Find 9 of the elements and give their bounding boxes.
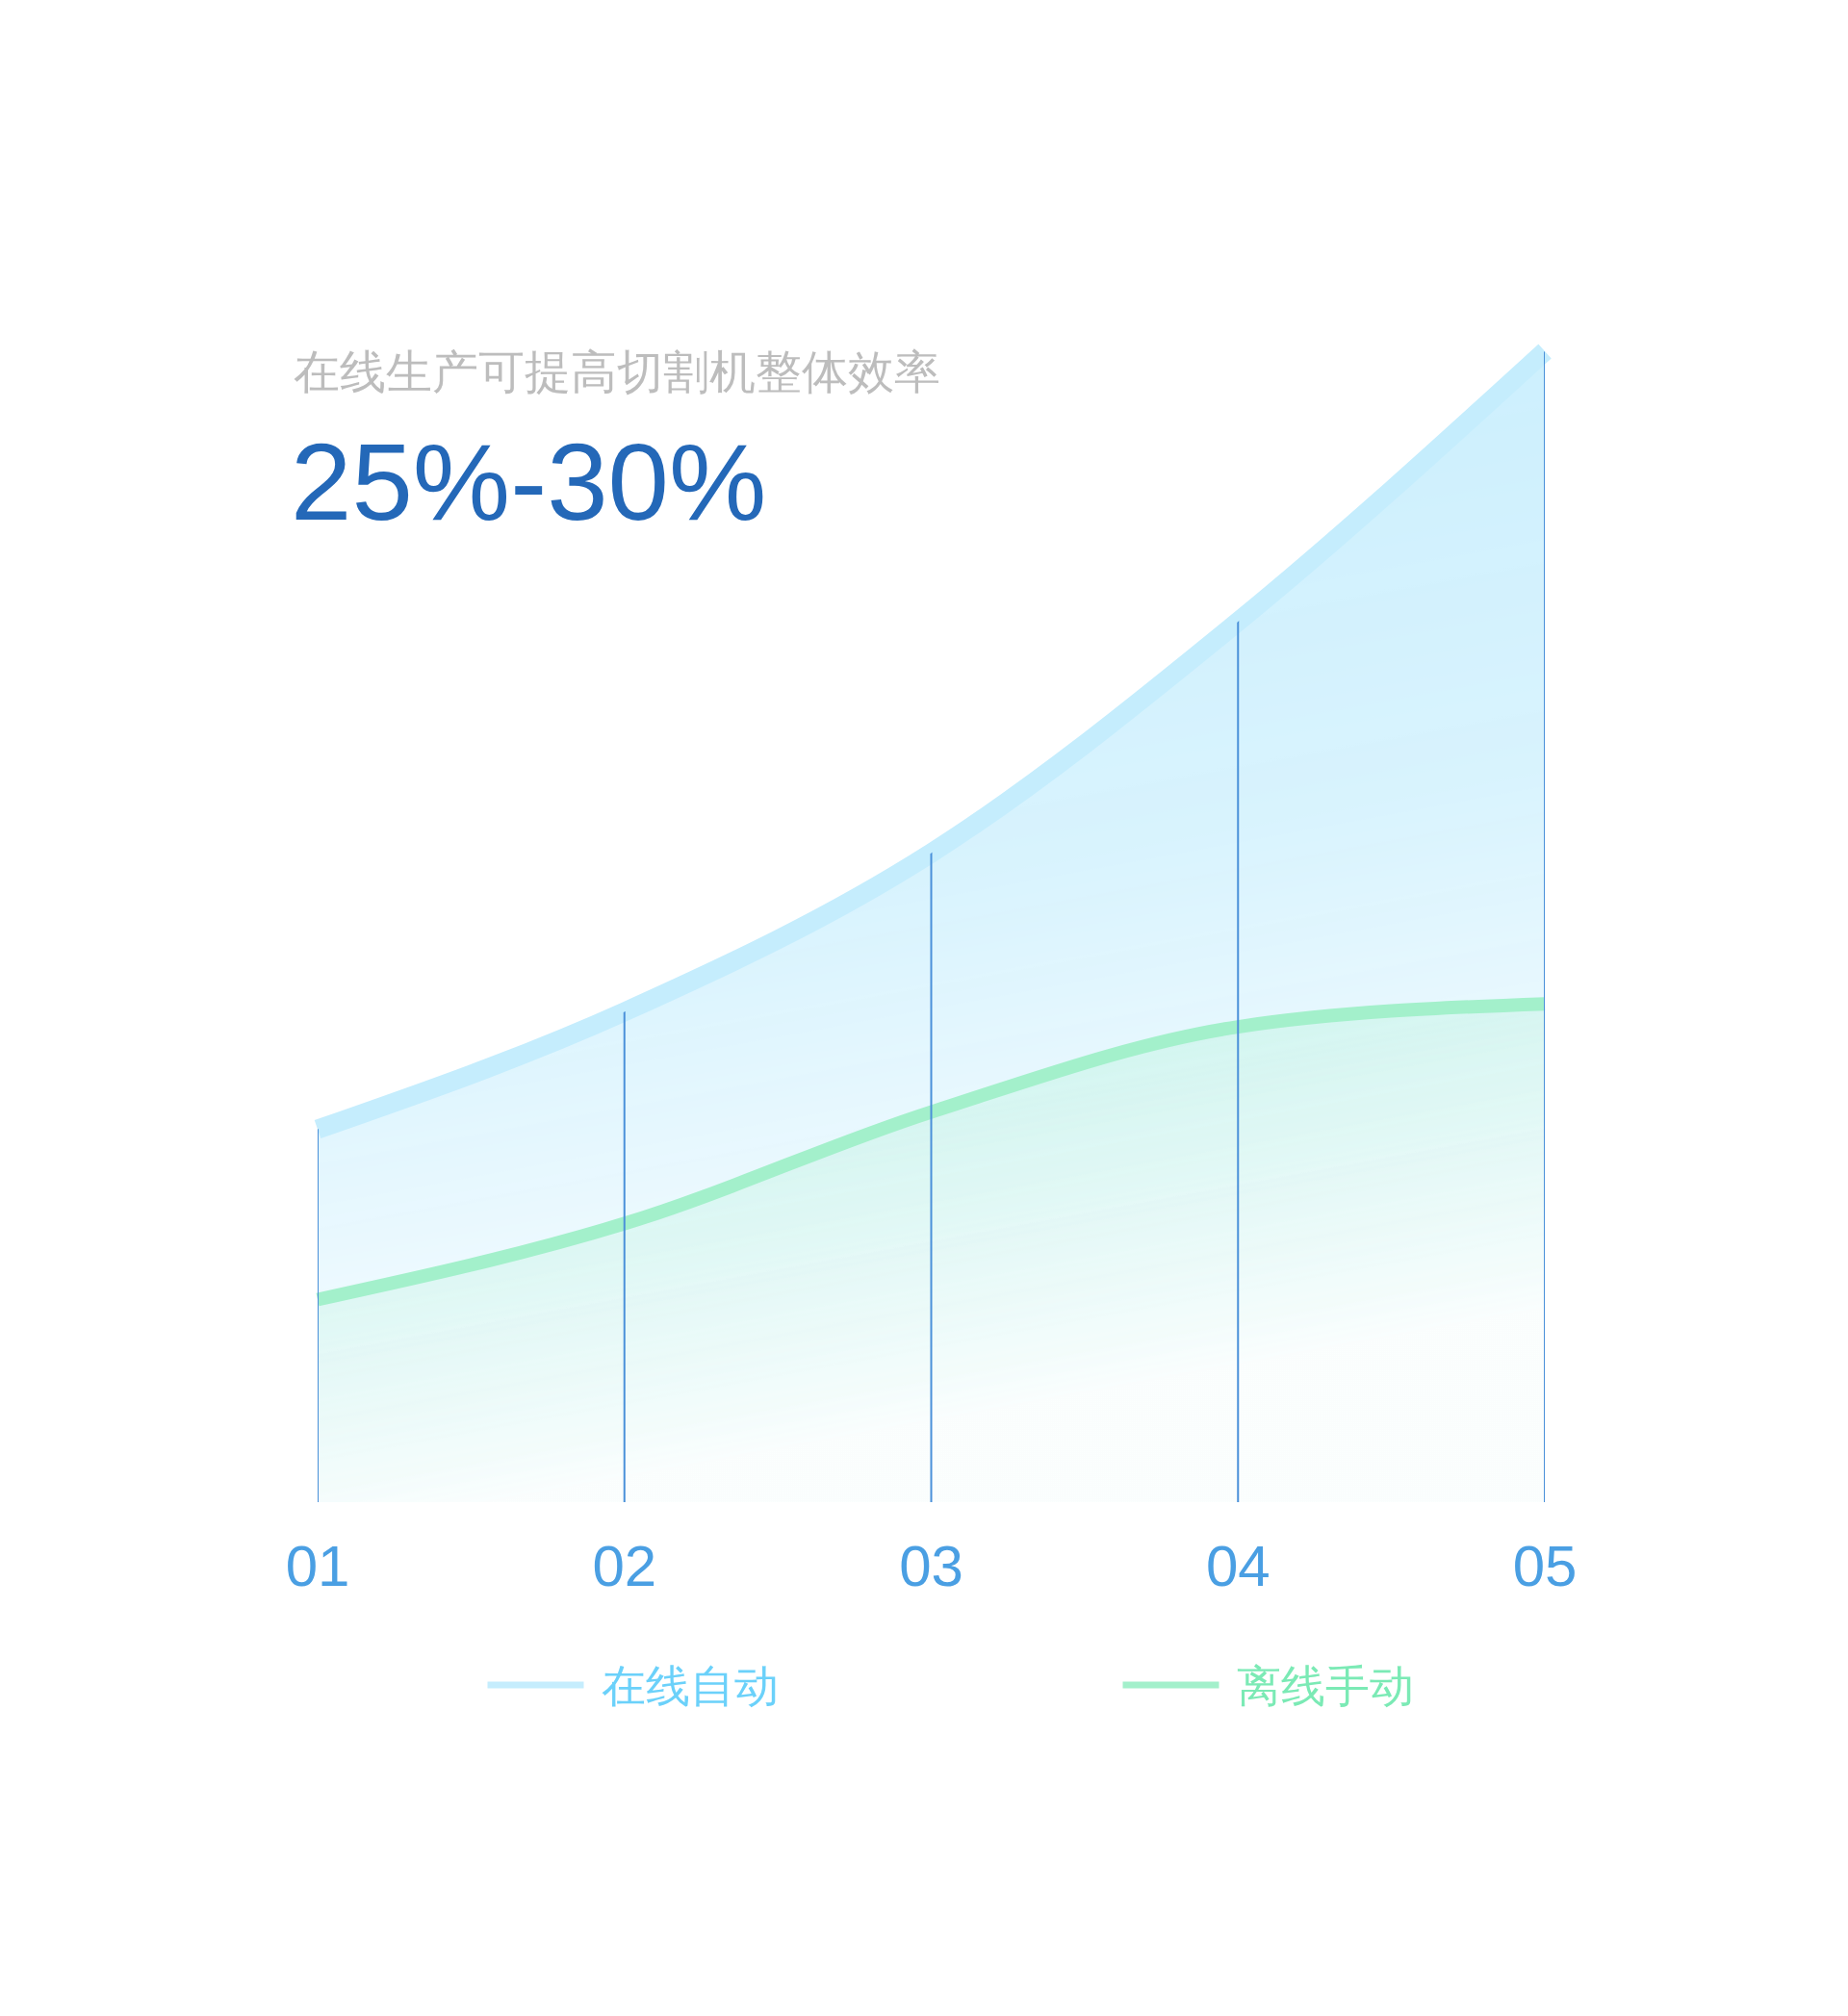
text: 25%-30% — [291, 421, 767, 543]
legend-label: 在线自动 — [601, 1661, 779, 1711]
x-tick-label: 01 — [285, 1534, 350, 1598]
chart-title: 在线生产可提高切割机整体效率 — [294, 346, 940, 397]
legend-label: 离线手动 — [1236, 1661, 1414, 1711]
x-tick-label: 03 — [899, 1534, 963, 1598]
x-tick-label: 05 — [1512, 1534, 1578, 1598]
x-tick-label: 04 — [1205, 1534, 1270, 1598]
x-tick-label: 02 — [592, 1534, 657, 1598]
